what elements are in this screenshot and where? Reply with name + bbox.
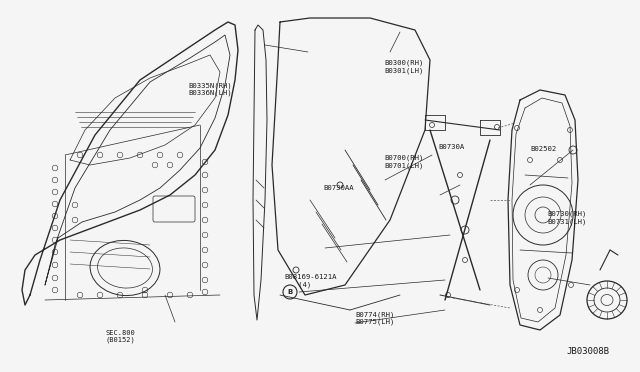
Text: B0300(RH)
B0301(LH): B0300(RH) B0301(LH): [384, 60, 424, 74]
Text: B08169-6121A
   (4): B08169-6121A (4): [285, 274, 337, 288]
Text: JB03008B: JB03008B: [566, 347, 609, 356]
Text: B0774(RH)
B0775(LH): B0774(RH) B0775(LH): [355, 311, 395, 325]
Text: B0700(RH)
B0701(LH): B0700(RH) B0701(LH): [384, 155, 424, 169]
Text: B: B: [287, 289, 292, 295]
Text: B02502: B02502: [530, 146, 556, 152]
Text: B0730AA: B0730AA: [323, 185, 354, 191]
Text: SEC.800
(B0152): SEC.800 (B0152): [106, 330, 135, 343]
Text: B0730A: B0730A: [438, 144, 465, 150]
Text: B0730(RH)
B0731(LH): B0730(RH) B0731(LH): [547, 211, 587, 225]
Text: B0335N(RH)
B0336N(LH): B0335N(RH) B0336N(LH): [189, 82, 232, 96]
